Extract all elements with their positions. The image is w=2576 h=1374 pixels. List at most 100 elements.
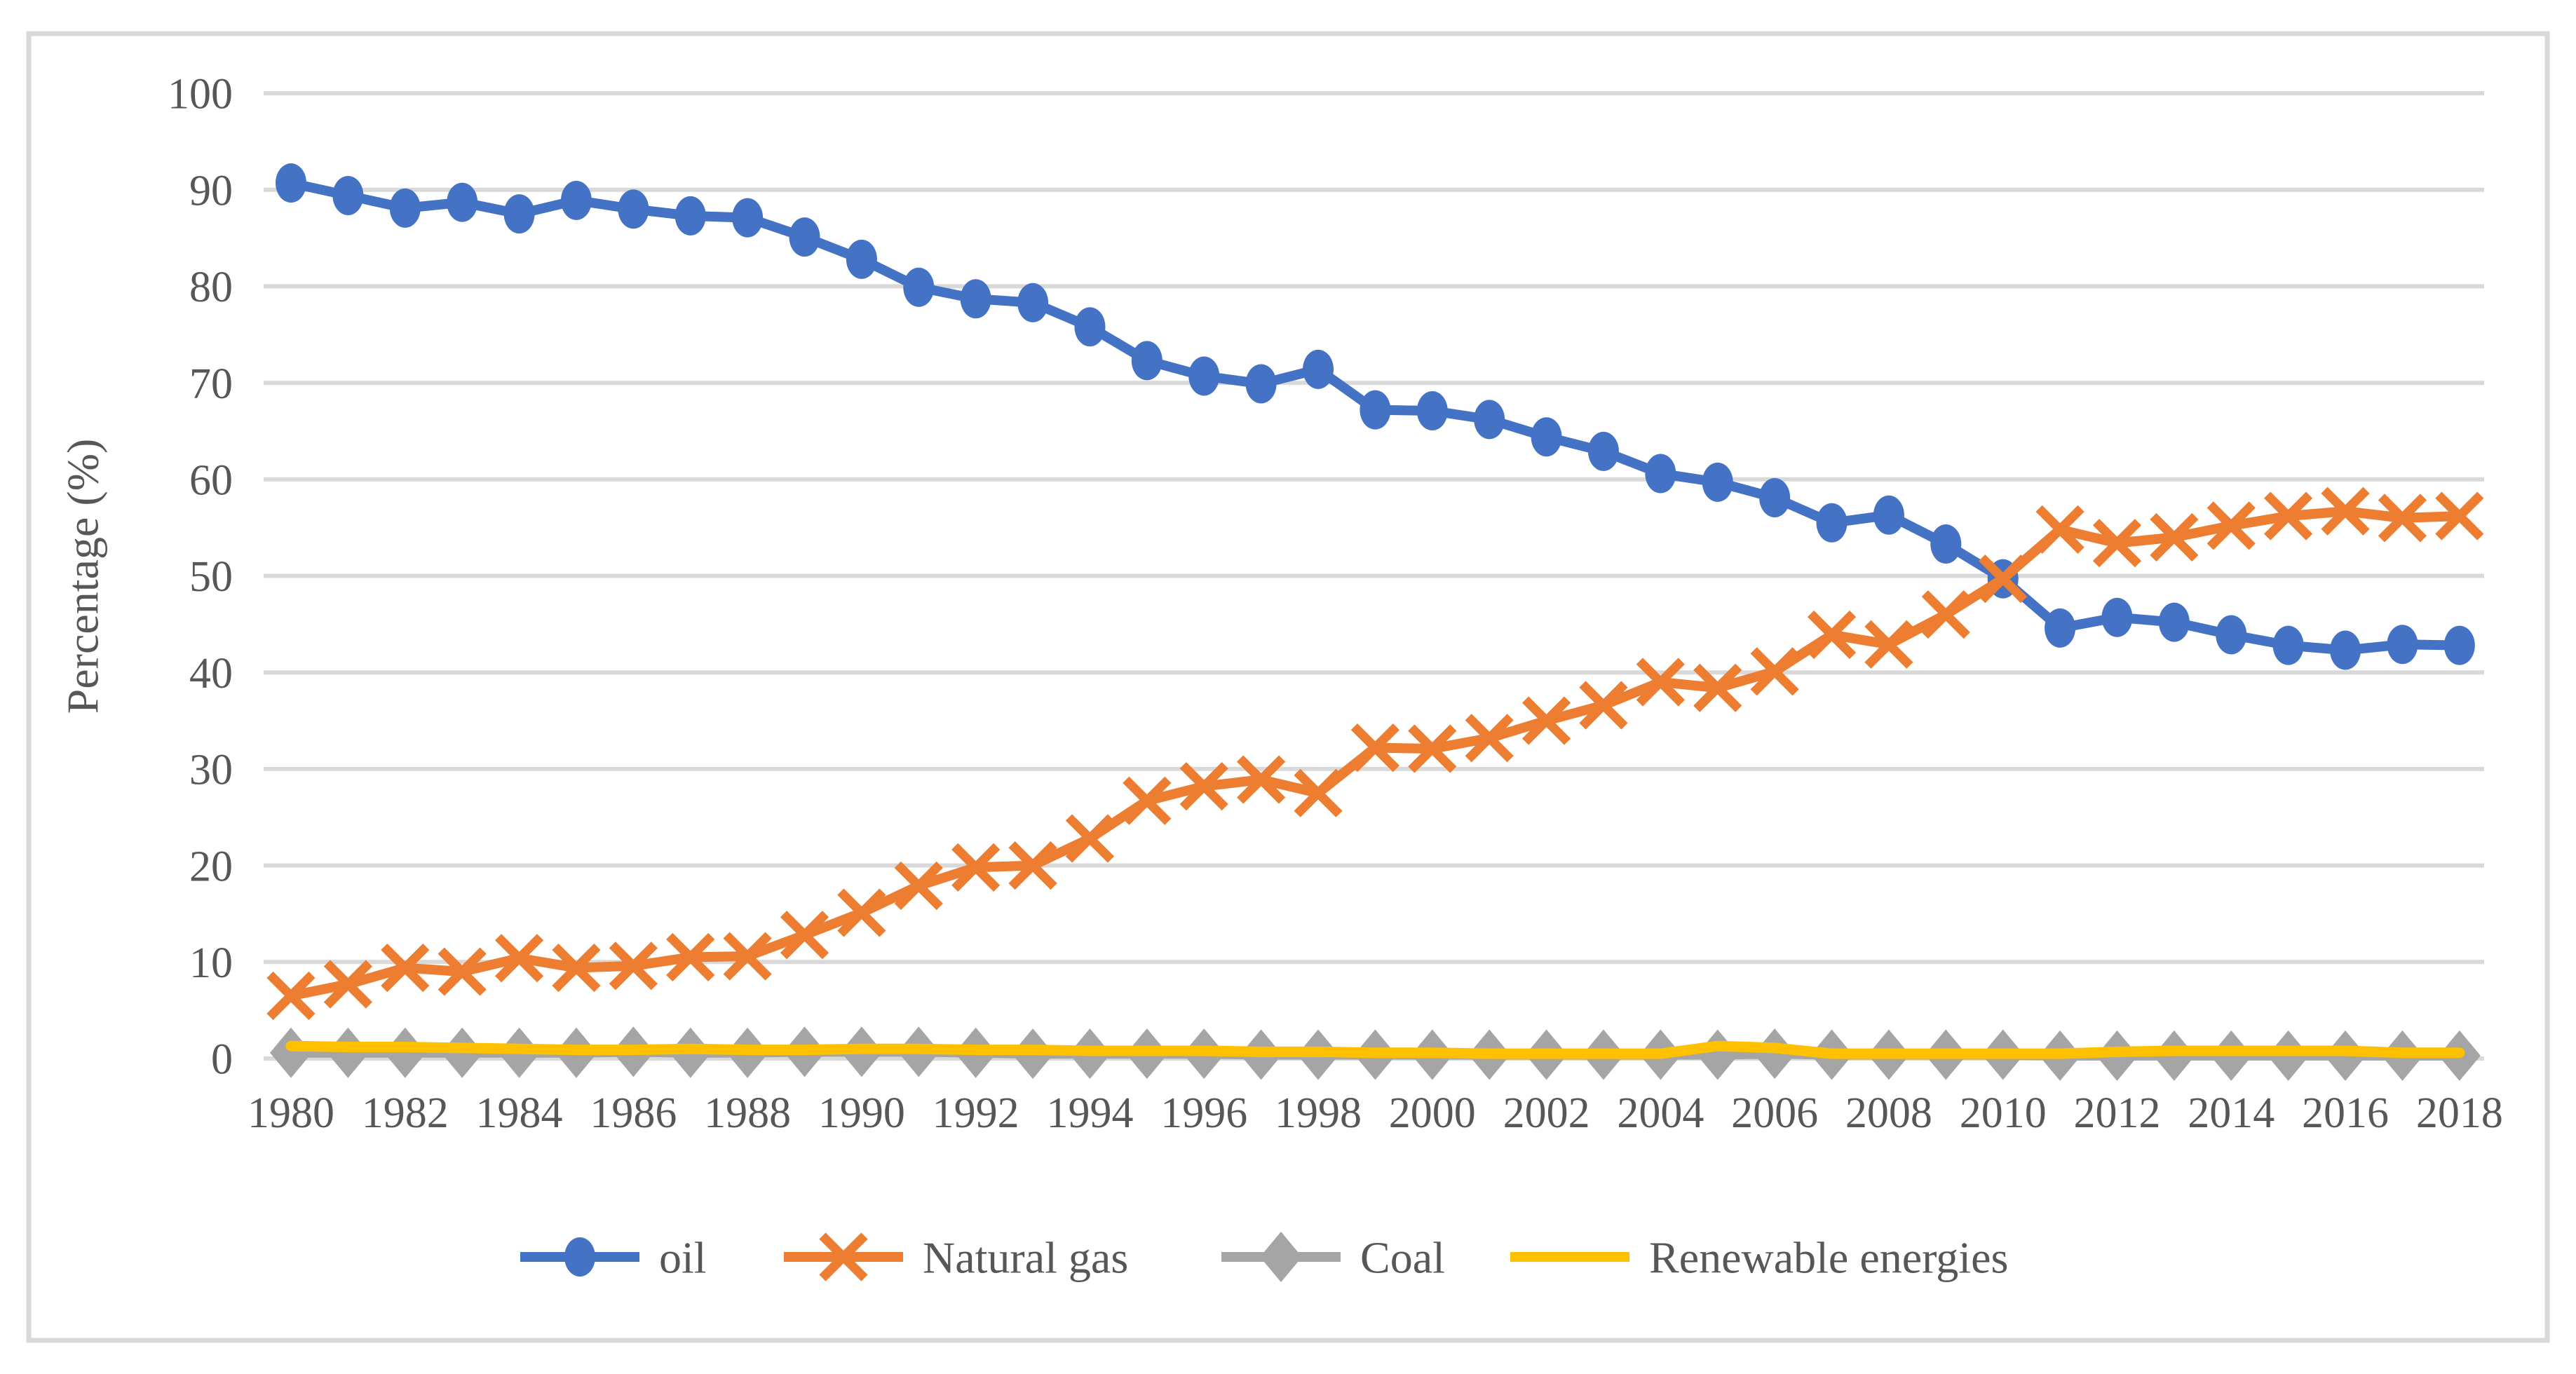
marker-oil	[1245, 364, 1277, 404]
marker-natural-gas	[552, 943, 601, 993]
marker-oil	[1074, 307, 1106, 347]
series-group	[266, 163, 2484, 1081]
x-tick-label: 2004	[1617, 1089, 1704, 1137]
marker-natural-gas	[951, 843, 1001, 892]
marker-coal	[1696, 1029, 1739, 1080]
marker-natural-gas	[1065, 814, 1115, 863]
marker-natural-gas	[323, 960, 372, 1009]
marker-oil	[732, 198, 764, 238]
marker-oil	[1416, 391, 1448, 431]
marker-oil	[2330, 630, 2361, 670]
x-tick-label: 1998	[1275, 1089, 1362, 1137]
marker-natural-gas	[2435, 491, 2484, 540]
marker-natural-gas	[723, 932, 772, 981]
x-tick-label: 1986	[590, 1089, 677, 1137]
marker-oil	[1017, 283, 1049, 322]
legend-item-renewable-energies: Renewable energies	[1510, 1232, 2008, 1282]
marker-natural-gas	[2264, 491, 2313, 540]
legend-item-natural-gas: Natural gas	[784, 1232, 1128, 1282]
y-tick-label: 80	[189, 264, 233, 311]
y-tick-label: 50	[189, 553, 233, 601]
marker-natural-gas	[666, 932, 715, 982]
series-renewable-energies	[285, 1040, 2465, 1059]
marker-oil	[1188, 356, 1220, 396]
legend-swatch-marker-coal	[1260, 1232, 1302, 1282]
marker-natural-gas	[2035, 505, 2084, 555]
x-tick-label: 1984	[476, 1089, 563, 1137]
marker-natural-gas	[1294, 768, 1343, 817]
x-tick-label: 1988	[704, 1089, 791, 1137]
marker-natural-gas	[438, 947, 487, 996]
legend-label-coal: Coal	[1360, 1232, 1445, 1282]
marker-oil	[846, 239, 877, 279]
marker-oil	[2158, 602, 2190, 642]
x-tick-label: 2008	[1845, 1089, 1932, 1137]
marker-oil	[560, 180, 592, 220]
legend-item-oil: oil	[520, 1232, 707, 1282]
y-tick-label: 0	[211, 1036, 233, 1084]
series-line-renewable-energies	[285, 1040, 2465, 1059]
marker-oil	[2387, 625, 2418, 665]
marker-coal	[327, 1027, 370, 1078]
marker-oil	[2272, 625, 2304, 665]
marker-coal	[1754, 1028, 1796, 1080]
x-tick-label: 2014	[2188, 1089, 2275, 1137]
x-tick-label: 2010	[1960, 1089, 2047, 1137]
marker-oil	[618, 189, 649, 229]
marker-natural-gas	[1465, 714, 1514, 763]
marker-coal	[384, 1027, 426, 1078]
marker-natural-gas	[2092, 519, 2142, 568]
y-tick-label: 20	[189, 843, 233, 890]
marker-natural-gas	[1864, 620, 1913, 669]
marker-oil	[1645, 454, 1676, 494]
marker-oil	[503, 194, 535, 234]
marker-natural-gas	[2150, 512, 2199, 562]
x-tick-label: 2002	[1503, 1089, 1590, 1137]
series-oil	[276, 163, 2475, 670]
marker-natural-gas	[2378, 494, 2427, 543]
marker-natural-gas	[1521, 696, 1571, 745]
x-tick-label: 1992	[933, 1089, 1019, 1137]
marker-natural-gas	[894, 861, 943, 911]
figure-border	[26, 31, 2550, 1343]
marker-oil	[1474, 400, 1505, 440]
x-tick-label: 1982	[362, 1089, 449, 1137]
marker-natural-gas	[1350, 723, 1400, 773]
marker-natural-gas	[1179, 762, 1228, 811]
y-axis-tick-labels: 0 10 20 30 40 50 60 70 80 90 100	[168, 71, 233, 1084]
x-tick-label: 2018	[2416, 1089, 2503, 1137]
legend-swatch-marker-natural-gas	[819, 1232, 868, 1281]
marker-natural-gas	[1408, 724, 1457, 773]
marker-oil	[1587, 431, 1619, 471]
series-natural-gas	[266, 487, 2484, 1021]
marker-oil	[2216, 615, 2247, 655]
marker-natural-gas	[1237, 755, 1286, 804]
marker-natural-gas	[1807, 610, 1857, 660]
gridlines	[264, 91, 2484, 1061]
marker-oil	[674, 196, 706, 236]
x-tick-label: 2012	[2073, 1089, 2160, 1137]
marker-natural-gas	[2321, 487, 2370, 536]
marker-natural-gas	[837, 888, 886, 937]
marker-oil	[276, 163, 306, 203]
y-tick-label: 90	[189, 167, 233, 215]
marker-natural-gas	[1921, 590, 1970, 639]
marker-oil	[447, 182, 478, 222]
x-tick-label: 1994	[1046, 1089, 1133, 1137]
marker-oil	[1816, 503, 1848, 543]
y-tick-label: 40	[189, 650, 233, 698]
x-tick-label: 2016	[2302, 1089, 2389, 1137]
legend-item-coal: Coal	[1221, 1232, 1445, 1282]
legend-label-oil: oil	[659, 1232, 707, 1282]
marker-oil	[1873, 495, 1904, 535]
marker-oil	[1131, 341, 1162, 381]
x-tick-label: 1990	[818, 1089, 905, 1137]
x-axis-tick-labels: 1980 1982 1984 1986 1988 1990 1992 1994 1996 1998…	[248, 1089, 2503, 1137]
marker-natural-gas	[1008, 841, 1057, 890]
legend-label-natural-gas: Natural gas	[923, 1232, 1128, 1282]
marker-oil	[903, 267, 935, 307]
legend-label-renewable-energies: Renewable energies	[1649, 1232, 2008, 1282]
x-tick-label: 2006	[1731, 1089, 1818, 1137]
marker-oil	[789, 217, 820, 257]
